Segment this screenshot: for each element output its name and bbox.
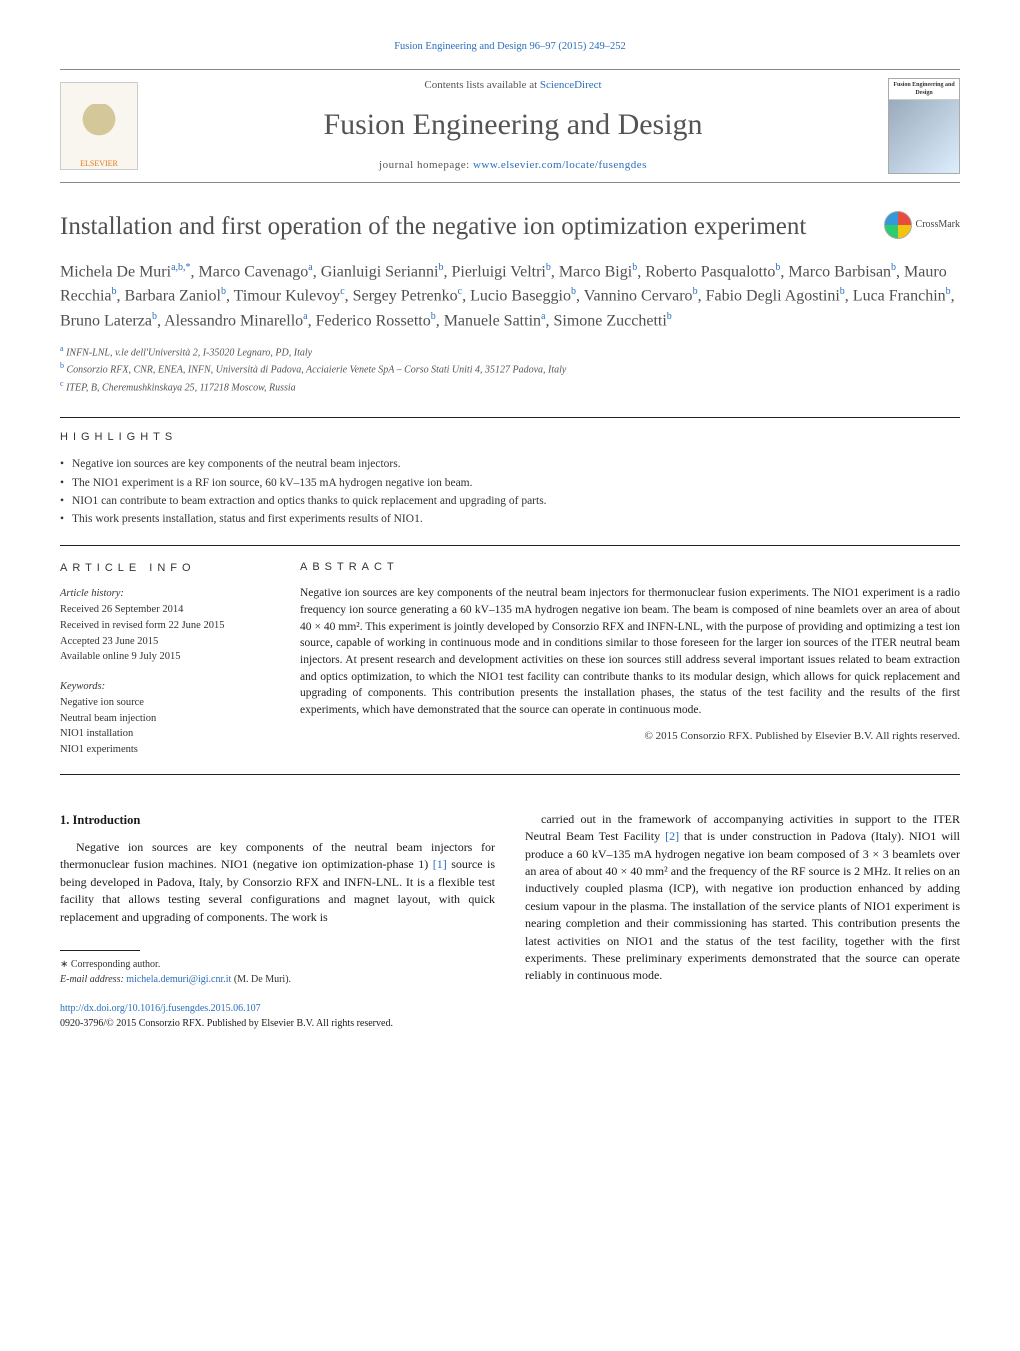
keyword-line: NIO1 experiments (60, 742, 270, 758)
running-head: Fusion Engineering and Design 96–97 (201… (60, 40, 960, 55)
journal-header: ELSEVIER Contents lists available at Sci… (60, 69, 960, 183)
contents-prefix: Contents lists available at (424, 79, 539, 91)
email-line: E-mail address: michela.demuri@igi.cnr.i… (60, 972, 495, 987)
email-link[interactable]: michela.demuri@igi.cnr.it (126, 974, 231, 985)
doi-link[interactable]: http://dx.doi.org/10.1016/j.fusengdes.20… (60, 1003, 261, 1014)
footnotes: ∗ Corresponding author. E-mail address: … (60, 957, 495, 987)
email-attrib: (M. De Muri). (231, 974, 291, 985)
citation-link[interactable]: [1] (433, 857, 447, 871)
section-heading: 1. Introduction (60, 811, 495, 829)
abstract-copyright: © 2015 Consorzio RFX. Published by Elsev… (300, 729, 960, 744)
authors-list: Michela De Muria,b,*, Marco Cavenagoa, G… (60, 260, 960, 333)
crossmark-widget[interactable]: CrossMark (884, 211, 960, 239)
highlight-item: The NIO1 experiment is a RF ion source, … (60, 474, 960, 492)
article-info-column: ARTICLE INFO Article history: Received 2… (60, 560, 270, 758)
elsevier-logo[interactable]: ELSEVIER (60, 82, 138, 170)
cover-image (889, 100, 959, 172)
body-column-left: 1. Introduction Negative ion sources are… (60, 811, 495, 1031)
body-paragraph: carried out in the framework of accompan… (525, 811, 960, 985)
divider (60, 417, 960, 418)
body-columns: 1. Introduction Negative ion sources are… (60, 811, 960, 1031)
history-title: Article history: (60, 586, 270, 602)
corresponding-author-note: ∗ Corresponding author. (60, 957, 495, 972)
keyword-line: Negative ion source (60, 695, 270, 711)
corr-marker: ∗ (60, 959, 68, 970)
info-abstract-row: ARTICLE INFO Article history: Received 2… (60, 545, 960, 775)
highlight-item: Negative ion sources are key components … (60, 455, 960, 473)
journal-cover-thumbnail[interactable]: Fusion Engineering and Design (888, 78, 960, 174)
contents-line: Contents lists available at ScienceDirec… (158, 78, 868, 93)
history-line: Accepted 23 June 2015 (60, 634, 270, 650)
section-title: Introduction (73, 813, 141, 827)
affiliations-list: a INFN-LNL, v.le dell'Università 2, I-35… (60, 343, 960, 395)
sciencedirect-link[interactable]: ScienceDirect (540, 79, 602, 91)
highlight-item: NIO1 can contribute to beam extraction a… (60, 492, 960, 510)
footer-block: http://dx.doi.org/10.1016/j.fusengdes.20… (60, 1001, 495, 1031)
article-title: Installation and first operation of the … (60, 211, 884, 242)
keywords-title: Keywords: (60, 679, 270, 695)
highlight-item: This work presents installation, status … (60, 510, 960, 528)
history-line: Received in revised form 22 June 2015 (60, 618, 270, 634)
article-info-label: ARTICLE INFO (60, 560, 270, 577)
email-label: E-mail address: (60, 974, 126, 985)
footnote-separator (60, 950, 140, 951)
running-head-journal[interactable]: Fusion Engineering and Design (394, 41, 527, 52)
journal-name: Fusion Engineering and Design (158, 104, 868, 146)
abstract-text: Negative ion sources are key components … (300, 585, 960, 718)
crossmark-label: CrossMark (916, 218, 960, 232)
body-column-right: carried out in the framework of accompan… (525, 811, 960, 1031)
history-line: Available online 9 July 2015 (60, 649, 270, 665)
issn-copyright: 0920-3796/© 2015 Consorzio RFX. Publishe… (60, 1018, 393, 1029)
keyword-line: NIO1 installation (60, 726, 270, 742)
keyword-line: Neutral beam injection (60, 711, 270, 727)
crossmark-icon (884, 211, 912, 239)
cover-title: Fusion Engineering and Design (889, 79, 959, 101)
elsevier-logo-label: ELSEVIER (80, 158, 118, 169)
affiliation-line: c ITEP, B, Cheremushkinskaya 25, 117218 … (60, 378, 960, 395)
abstract-label: ABSTRACT (300, 560, 960, 575)
section-number: 1. (60, 813, 69, 827)
homepage-prefix: journal homepage: (379, 159, 473, 171)
highlights-block: Negative ion sources are key components … (60, 455, 960, 529)
corr-text: Corresponding author. (71, 959, 160, 970)
abstract-column: ABSTRACT Negative ion sources are key co… (300, 560, 960, 758)
affiliation-line: b Consorzio RFX, CNR, ENEA, INFN, Univer… (60, 360, 960, 377)
header-center: Contents lists available at ScienceDirec… (158, 78, 868, 173)
page-root: Fusion Engineering and Design 96–97 (201… (0, 0, 1020, 1061)
body-paragraph: Negative ion sources are key components … (60, 839, 495, 926)
homepage-link[interactable]: www.elsevier.com/locate/fusengdes (473, 159, 647, 171)
running-head-volpages: 96–97 (2015) 249–252 (530, 41, 626, 52)
history-line: Received 26 September 2014 (60, 602, 270, 618)
homepage-line: journal homepage: www.elsevier.com/locat… (158, 158, 868, 173)
highlights-label: HIGHLIGHTS (60, 430, 960, 445)
citation-link[interactable]: [2] (665, 829, 679, 843)
elsevier-tree-icon (79, 104, 119, 154)
title-row: Installation and first operation of the … (60, 211, 960, 242)
affiliation-line: a INFN-LNL, v.le dell'Università 2, I-35… (60, 343, 960, 360)
